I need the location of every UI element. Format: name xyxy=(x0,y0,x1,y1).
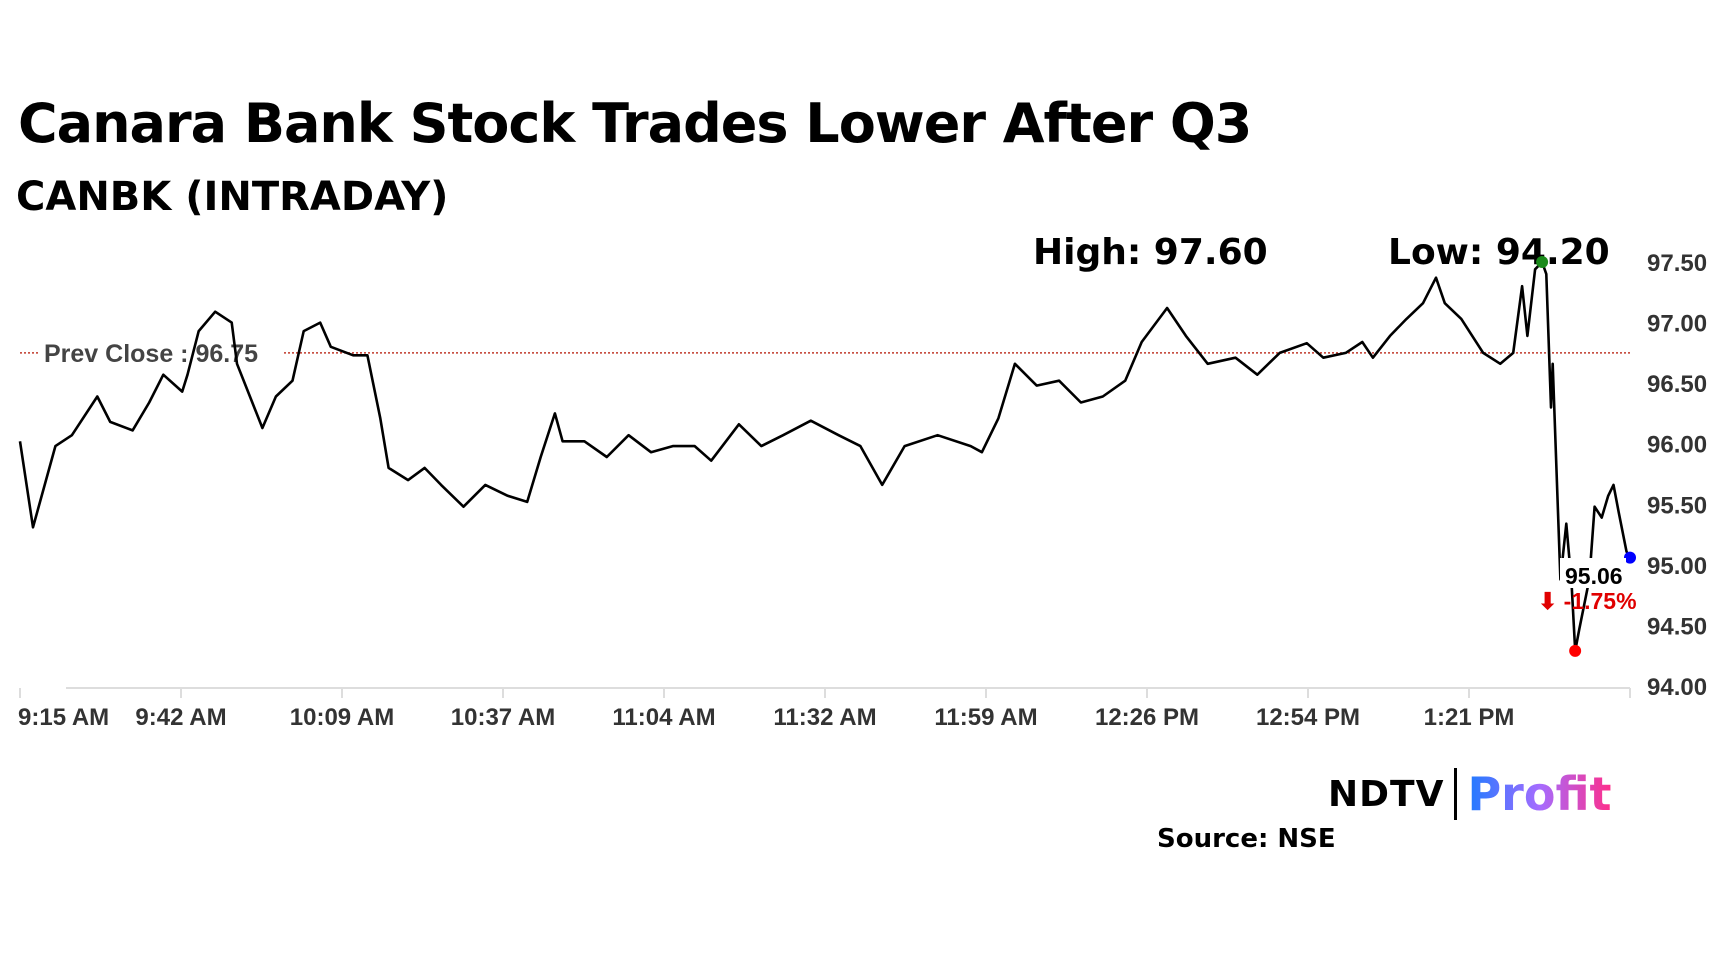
x-tick-label: 1:21 PM xyxy=(1424,704,1515,731)
y-tick-label: 95.50 xyxy=(1647,492,1707,519)
x-tick-label: 10:09 AM xyxy=(290,704,394,731)
x-tick-label: 12:26 PM xyxy=(1095,704,1199,731)
low-point-marker xyxy=(1569,644,1582,657)
y-tick-label: 94.50 xyxy=(1647,613,1707,640)
source-note: Source: NSE xyxy=(1157,824,1336,854)
ndtv-profit-logo: NDTV Profit xyxy=(1328,766,1612,822)
y-tick-label: 96.00 xyxy=(1647,432,1707,459)
x-tick-label: 11:32 AM xyxy=(773,704,876,731)
y-tick-label: 96.50 xyxy=(1647,371,1707,398)
x-tick-label: 9:42 AM xyxy=(135,704,226,731)
price-line xyxy=(18,260,1632,653)
high-point-marker xyxy=(1536,256,1549,268)
chart-subtitle: CANBK (INTRADAY) xyxy=(16,174,449,220)
y-tick-label: 97.50 xyxy=(1647,250,1707,277)
prev-close-label-bg xyxy=(38,337,282,368)
change-percent-label: ⬇ -1.75% xyxy=(1538,588,1637,614)
y-axis: 94.00 94.50 95.00 95.50 96.00 96.50 97.00 97.50 xyxy=(1647,250,1707,701)
logo-divider xyxy=(1454,768,1458,820)
last-value-label: 95.06 xyxy=(1565,563,1623,589)
y-tick-label: 95.00 xyxy=(1647,553,1707,580)
low-label: Low: 94.20 xyxy=(1388,232,1610,273)
high-label: High: 97.60 xyxy=(1033,232,1268,273)
y-tick-label: 94.00 xyxy=(1647,674,1707,701)
last-point-marker xyxy=(1624,551,1636,564)
x-tick-label: 9:15 AM xyxy=(18,704,109,731)
x-tick-label: 11:04 AM xyxy=(612,704,715,731)
x-axis: 9:15 AM 9:42 AM 10:09 AM 10:37 AM 11:04 AM 11… xyxy=(18,687,1631,731)
y-tick-label: 97.00 xyxy=(1647,311,1707,338)
prev-close-label: Prev Close : 96.75 xyxy=(44,340,258,368)
chart-title: Canara Bank Stock Trades Lower After Q3 xyxy=(18,92,1252,155)
logo-ndtv: NDTV xyxy=(1328,773,1445,815)
last-value-bg xyxy=(1560,558,1626,588)
logo-profit: Profit xyxy=(1467,767,1612,821)
x-tick-label: 10:37 AM xyxy=(451,704,555,731)
x-tick-label: 12:54 PM xyxy=(1256,704,1360,731)
x-tick-label: 11:59 AM xyxy=(934,704,1037,731)
